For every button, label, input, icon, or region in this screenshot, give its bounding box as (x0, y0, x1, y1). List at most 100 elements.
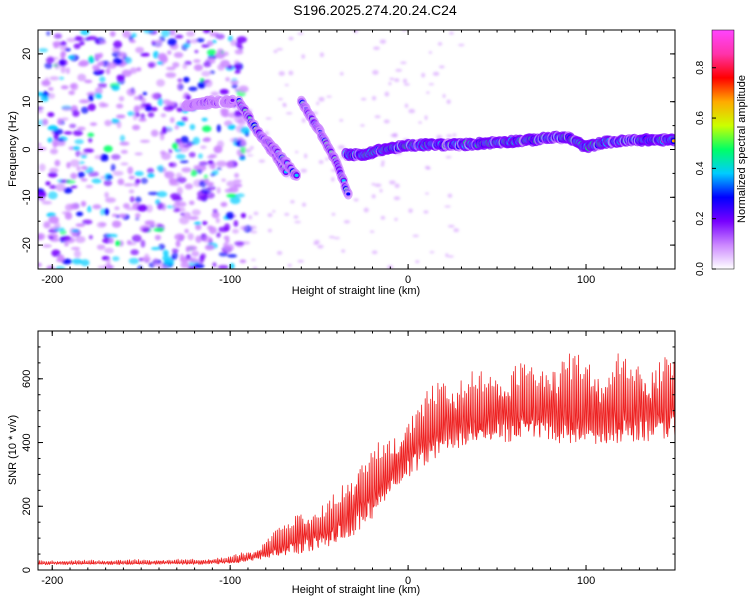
noise-blob (65, 203, 74, 212)
noise-blob (45, 57, 55, 64)
noise-blob (333, 237, 341, 240)
noise-blob (442, 93, 446, 99)
noise-blob (276, 48, 284, 51)
noise-blob (278, 71, 285, 76)
noise-blob (206, 181, 215, 187)
noise-blob (174, 200, 181, 205)
noise-blob (143, 30, 154, 34)
noise-blob (233, 60, 240, 66)
noise-blob (138, 118, 147, 122)
noise-blob (70, 185, 78, 189)
noise-blob (208, 226, 217, 235)
noise-blob (168, 178, 178, 185)
noise-blob (96, 53, 103, 59)
noise-blob (284, 212, 290, 216)
noise-blob (250, 230, 258, 234)
noise-blob (38, 142, 42, 147)
noise-blob (216, 160, 228, 167)
noise-blob (210, 91, 220, 97)
noise-blob (231, 83, 238, 89)
colorbar-tick-label: 0.8 (695, 60, 706, 74)
noise-blob (52, 41, 63, 47)
noise-blob (388, 82, 392, 86)
snr-frame (37, 330, 676, 571)
noise-blob (216, 232, 221, 238)
noise-blob (204, 244, 215, 251)
noise-blob (294, 220, 302, 224)
noise-blob (68, 90, 75, 96)
noise-blob (80, 200, 87, 207)
track-descending-streak-2 (261, 135, 302, 181)
noise-blob (94, 87, 103, 95)
noise-blob (198, 161, 209, 166)
x-tick-label: 0 (405, 575, 411, 587)
noise-blob (77, 73, 87, 82)
noise-blob (114, 206, 120, 211)
noise-blob (394, 183, 400, 189)
noise-blob (174, 34, 184, 39)
noise-blob (198, 153, 203, 159)
noise-blob (77, 126, 86, 131)
noise-blob (179, 160, 189, 164)
noise-blob (147, 173, 155, 178)
noise-blob (104, 191, 109, 199)
noise-blob (189, 257, 199, 263)
noise-blob (194, 221, 202, 226)
noise-blob (458, 43, 465, 47)
noise-blob (80, 259, 90, 267)
noise-blob (111, 118, 120, 124)
noise-blob (361, 97, 367, 101)
noise-blob (238, 85, 249, 93)
noise-blob (63, 131, 73, 135)
noise-blob (426, 91, 430, 94)
noise-blob (159, 56, 168, 62)
noise-blob (159, 132, 165, 141)
noise-blob (38, 91, 43, 97)
track-core (671, 139, 675, 143)
noise-blob (180, 212, 185, 217)
noise-blob (61, 106, 72, 112)
noise-blob (45, 181, 51, 186)
noise-blob (65, 67, 70, 75)
noise-blob (140, 177, 148, 184)
track-descending-streak-3 (296, 95, 353, 200)
noise-blob (195, 224, 202, 231)
noise-blob (176, 186, 183, 195)
noise-blob (249, 146, 254, 150)
noise-blob (49, 76, 59, 81)
noise-blob (393, 196, 401, 201)
noise-blob (301, 118, 306, 123)
noise-blob (185, 94, 191, 101)
noise-blob (220, 201, 228, 207)
colorbar (711, 29, 735, 270)
noise-blob (171, 248, 179, 253)
noise-blob (372, 69, 379, 75)
noise-blob (109, 31, 116, 37)
noise-blob (132, 112, 138, 121)
noise-blob (60, 41, 67, 46)
noise-blob (94, 92, 102, 99)
noise-blob (122, 30, 131, 38)
noise-blob (174, 125, 179, 130)
noise-blob (248, 215, 253, 220)
noise-blob (173, 52, 184, 59)
noise-blob (233, 64, 241, 69)
noise-blob (66, 162, 71, 169)
noise-blob (92, 204, 102, 210)
noise-blob (67, 55, 75, 60)
noise-blob (182, 144, 192, 148)
noise-blob (39, 163, 46, 172)
noise-blob (157, 165, 165, 173)
colorbar-tick-label: 0.6 (695, 111, 706, 125)
noise-blob (446, 99, 451, 105)
noise-blob (129, 39, 136, 43)
noise-blob (60, 117, 69, 121)
noise-blob (167, 38, 177, 47)
noise-blob (80, 30, 90, 36)
noise-blob (38, 262, 42, 268)
noise-blob (389, 180, 396, 185)
noise-blob (134, 152, 143, 156)
noise-blob (73, 250, 82, 258)
noise-blob (217, 265, 229, 269)
noise-blob (161, 30, 171, 37)
